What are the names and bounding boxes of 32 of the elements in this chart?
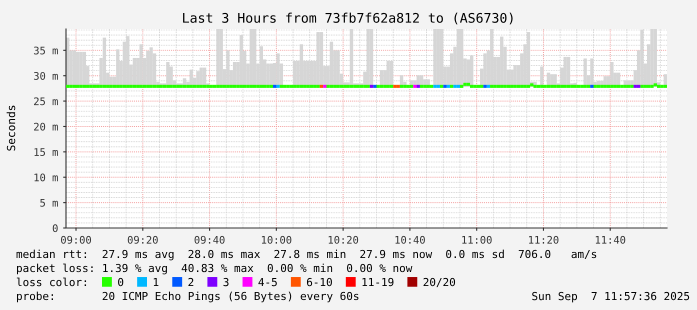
legend-label: 11-19 [362,278,394,286]
legend-label: 3 [223,278,229,286]
y-tick-label: 30 m [34,72,58,80]
x-tick-label: 11:40 [596,236,626,244]
x-tick-label: 10:40 [395,236,425,244]
y-axis-title: Seconds [6,106,16,151]
legend-label: 0 [118,278,124,286]
legend-label: 20/20 [424,278,456,288]
x-tick-label: 11:20 [529,236,558,244]
legend-label: 6-10 [306,278,332,286]
y-tick-label: 35 m [34,46,58,54]
x-tick-label: 10:20 [328,236,358,244]
text: packet loss: 1.39 % avg 40.83 % max 0.00 % min 0.00 % now [17,264,412,274]
y-tick-label: 10 m [34,173,58,182]
x-tick-label: 10:00 [262,236,292,244]
y-tick-label: 15 m [34,148,58,156]
y-tick-label: 25 m [34,97,58,106]
x-tick-label: 09:40 [194,236,225,244]
chart-title: Last 3 Hours from 73fb7f62a812 to (AS6730) [183,12,513,24]
y-tick-label: 20 m [34,122,58,131]
legend-label: 2 [188,278,194,286]
x-tick-label: 11:00 [462,236,492,244]
x-tick-label: 09:20 [128,236,158,244]
legend-label: 4-5 [258,278,277,286]
y-tick-label: 5 m [40,199,58,207]
x-tick-label: 09:00 [61,236,92,244]
text: Sun Sep 7 11:57:36 2025 [532,292,690,302]
legend-title: loss color: [16,278,86,286]
text: probe: 20 ICMP Echo Pings (56 Bytes) every 60s [17,292,358,302]
y-tick-label: 0 [52,224,58,232]
text: median rtt: 27.9 ms avg 28.0 ms max 27.8 ms min 27.9 ms now 0.0 ms sd 706.0 am/s [16,250,596,260]
legend-label: 1 [154,278,158,286]
